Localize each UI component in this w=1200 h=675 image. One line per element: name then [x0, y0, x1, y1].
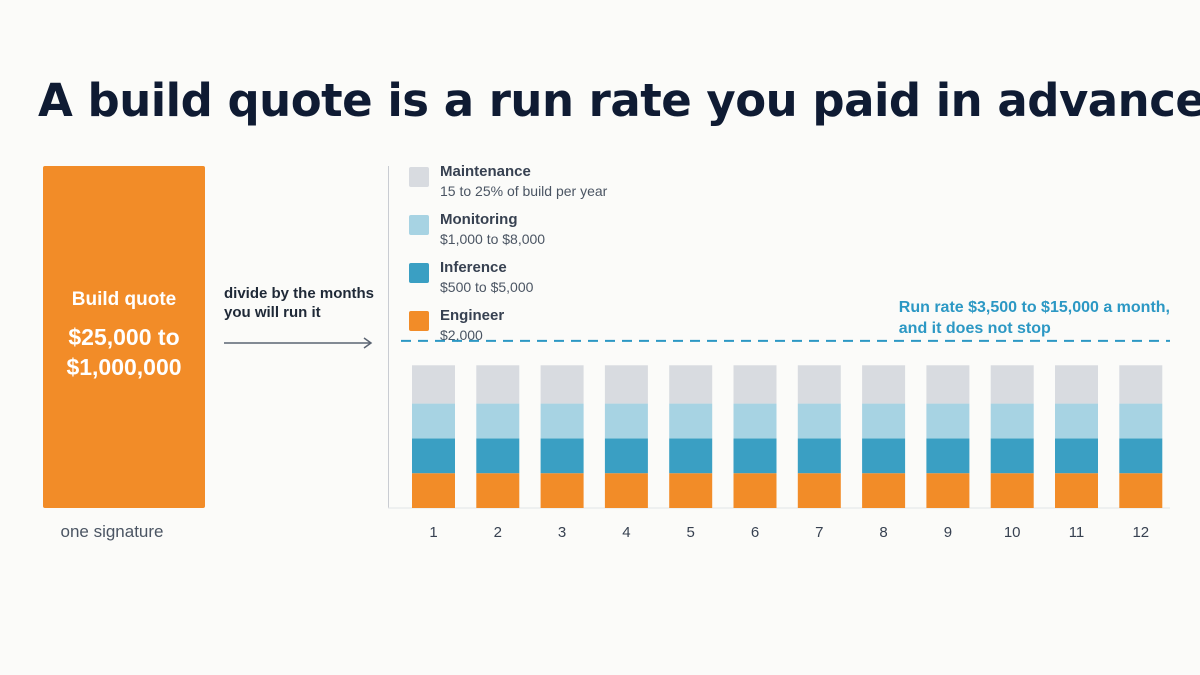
bar-monitoring-month-12 — [1119, 403, 1163, 439]
bar-maintenance-month-7 — [797, 365, 841, 404]
bar-engineer-month-6 — [733, 473, 777, 508]
bar-monitoring-month-8 — [862, 403, 906, 439]
bar-engineer-month-7 — [797, 473, 841, 508]
month-tick-label: 4 — [622, 524, 630, 541]
legend-swatch-inference — [409, 263, 429, 283]
month-tick-label: 8 — [879, 524, 887, 541]
bar-maintenance-month-9 — [926, 365, 970, 404]
bar-engineer-month-3 — [540, 473, 584, 508]
month-tick-label: 6 — [751, 524, 759, 541]
bar-maintenance-month-1 — [412, 365, 455, 404]
month-tick-label: 12 — [1132, 524, 1149, 541]
bar-engineer-month-10 — [990, 473, 1034, 508]
bar-inference-month-2 — [476, 438, 520, 474]
bar-monitoring-month-5 — [669, 403, 713, 439]
bar-inference-month-7 — [797, 438, 841, 474]
section-divider — [388, 166, 389, 508]
bar-engineer-month-1 — [412, 473, 455, 508]
bar-maintenance-month-5 — [669, 365, 713, 404]
bar-inference-month-4 — [604, 438, 648, 474]
build-quote-block: Build quote $25,000 to $1,000,000 — [43, 166, 205, 508]
legend-name: Maintenance — [440, 163, 531, 180]
month-tick-label: 10 — [1004, 524, 1021, 541]
bar-monitoring-month-3 — [540, 403, 584, 439]
legend-swatch-monitoring — [409, 215, 429, 235]
month-tick-label: 11 — [1069, 524, 1085, 541]
bar-inference-month-8 — [862, 438, 906, 474]
bar-inference-month-12 — [1119, 438, 1163, 474]
month-tick-label: 5 — [687, 524, 695, 541]
one-signature-label: one signature — [60, 522, 164, 541]
build-quote-range: $25,000 to $1,000,000 — [66, 324, 182, 380]
legend-value: 15 to 25% of build per year — [440, 183, 608, 199]
bar-inference-month-9 — [926, 438, 970, 474]
bar-maintenance-month-11 — [1055, 365, 1098, 404]
bar-maintenance-month-8 — [862, 365, 906, 404]
bar-maintenance-month-6 — [733, 365, 777, 404]
legend-name: Inference — [440, 259, 507, 276]
bar-maintenance-month-3 — [540, 365, 584, 404]
legend-name: Engineer — [440, 307, 505, 324]
month-tick-label: 9 — [944, 524, 952, 541]
bar-monitoring-month-9 — [926, 403, 970, 439]
bar-engineer-month-12 — [1119, 473, 1163, 508]
bar-engineer-month-11 — [1055, 473, 1098, 508]
month-tick-label: 3 — [558, 524, 566, 541]
bar-monitoring-month-10 — [990, 403, 1034, 439]
run-rate-note: Run rate $3,500 to $15,000 a month, and … — [898, 299, 1170, 337]
bar-engineer-month-5 — [669, 473, 713, 508]
right-arrow-icon — [224, 337, 373, 349]
bar-monitoring-month-11 — [1055, 403, 1098, 439]
month-tick-label: 1 — [429, 524, 437, 541]
bar-monitoring-month-6 — [733, 403, 777, 439]
page-title: A build quote is a run rate you paid in … — [38, 74, 1200, 127]
month-tick-label: 2 — [494, 524, 502, 541]
bar-inference-month-5 — [669, 438, 713, 474]
month-tick-label: 7 — [815, 524, 823, 541]
legend-value: $1,000 to $8,000 — [440, 231, 546, 247]
bar-inference-month-3 — [540, 438, 584, 474]
legend-value: $2,000 — [440, 327, 483, 343]
bar-maintenance-month-2 — [476, 365, 520, 404]
bar-engineer-month-9 — [926, 473, 970, 508]
bar-inference-month-11 — [1055, 438, 1098, 474]
bar-maintenance-month-12 — [1119, 365, 1163, 404]
bar-monitoring-month-4 — [604, 403, 648, 439]
legend-name: Monitoring — [440, 211, 518, 228]
divide-note: divide by the months you will run it — [224, 285, 375, 321]
bar-engineer-month-2 — [476, 473, 520, 508]
bar-inference-month-6 — [733, 438, 777, 474]
legend-swatch-engineer — [409, 311, 429, 331]
bar-monitoring-month-1 — [412, 403, 455, 439]
legend-swatch-maintenance — [409, 167, 429, 187]
bar-engineer-month-4 — [604, 473, 648, 508]
legend-value: $500 to $5,000 — [440, 279, 534, 295]
bar-maintenance-month-4 — [604, 365, 648, 404]
bar-inference-month-10 — [990, 438, 1034, 474]
bar-inference-month-1 — [412, 438, 455, 474]
bar-maintenance-month-10 — [990, 365, 1034, 404]
bar-engineer-month-8 — [862, 473, 906, 508]
bar-monitoring-month-2 — [476, 403, 520, 439]
build-quote-label: Build quote — [71, 289, 177, 310]
bar-monitoring-month-7 — [797, 403, 841, 439]
